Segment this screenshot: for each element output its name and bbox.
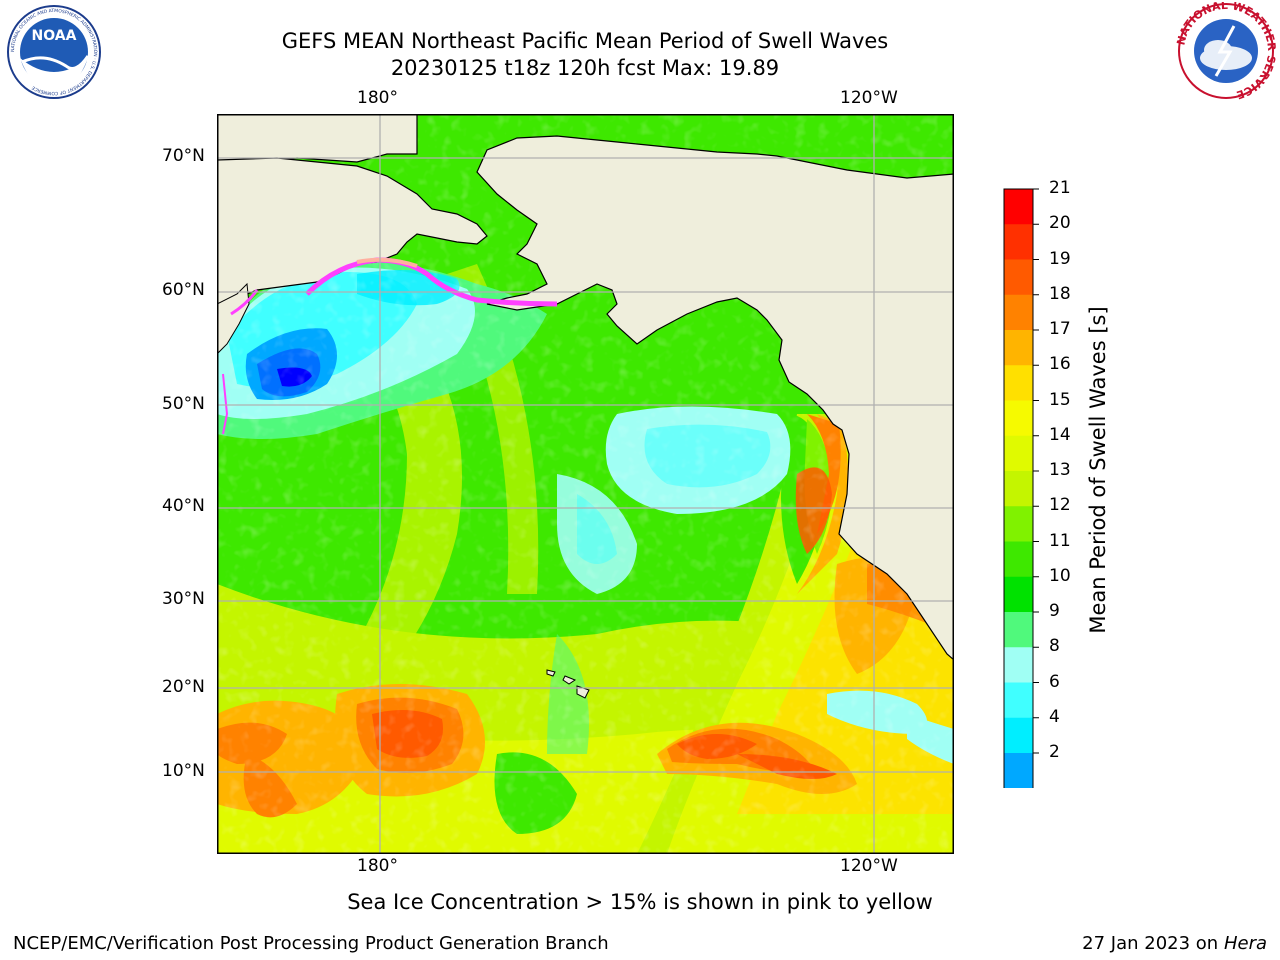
- lat-label-50n: 50°N: [162, 394, 205, 414]
- footer-credit: NCEP/EMC/Verification Post Processing Pr…: [13, 933, 609, 954]
- colorbar-segment: [1004, 471, 1033, 507]
- footer-date-text: 27 Jan 2023 on: [1082, 933, 1224, 954]
- colorbar-segment: [1004, 259, 1033, 296]
- colorbar-segment: [1004, 682, 1033, 719]
- lon-label-bottom-120w: 120°W: [840, 856, 898, 876]
- map-subtitle: 20230125 t18z 120h fcst Max: 19.89: [390, 56, 780, 80]
- lat-label-70n: 70°N: [162, 146, 205, 166]
- colorbar-tick-label: 6: [1049, 671, 1060, 692]
- colorbar-segment: [1004, 365, 1033, 401]
- colorbar-segment: [1004, 576, 1033, 613]
- colorbar-segment: [1004, 717, 1033, 754]
- colorbar-segment: [1004, 400, 1033, 437]
- colorbar-segment: [1004, 541, 1033, 578]
- colorbar-segment: [1004, 189, 1033, 225]
- colorbar-segment: [1004, 224, 1033, 260]
- colorbar-tick-label: 2: [1049, 742, 1060, 762]
- colorbar-tick-label: 13: [1049, 460, 1071, 480]
- colorbar-tick-label: 21: [1049, 178, 1071, 198]
- colorbar-label: Mean Period of Swell Waves [s]: [1086, 306, 1110, 634]
- lat-label-20n: 20°N: [162, 677, 205, 697]
- colorbar-tick-label: 11: [1049, 530, 1071, 551]
- colorbar-tick-label: 18: [1049, 283, 1071, 304]
- map-panel: [217, 114, 954, 854]
- lon-label-top-180: 180°: [357, 88, 398, 108]
- colorbar-tick-label: 15: [1049, 389, 1071, 410]
- colorbar-segment: [1004, 647, 1033, 683]
- nws-logo: NATIONAL WEATHER SERVICE: [1174, 0, 1278, 102]
- map-title: GEFS MEAN Northeast Pacific Mean Period …: [281, 29, 889, 53]
- colorbar-tick-label: 4: [1049, 706, 1060, 727]
- graticule: [217, 114, 954, 854]
- colorbar-segment: [1004, 612, 1033, 648]
- footer-host: Hera: [1223, 933, 1267, 954]
- colorbar-tick-label: 8: [1049, 636, 1060, 657]
- colorbar-tick-label: 19: [1049, 248, 1071, 269]
- colorbar: [1003, 188, 1039, 788]
- colorbar-tick-label: 10: [1049, 565, 1071, 586]
- noaa-logo: NOAA NATIONAL OCEANIC AND ATMOSPHERIC AD…: [4, 4, 104, 100]
- colorbar-tick-label: 16: [1049, 354, 1071, 375]
- colorbar-segment: [1004, 330, 1033, 366]
- north-america-land: [217, 114, 954, 661]
- lat-label-40n: 40°N: [162, 496, 205, 516]
- noaa-logo-text: NOAA: [32, 28, 77, 44]
- colorbar-tick-label: 17: [1049, 319, 1071, 339]
- colorbar-tick-label: 14: [1049, 424, 1071, 445]
- footer-date: 27 Jan 2023 on Hera: [1082, 933, 1267, 954]
- colorbar-segment: [1004, 506, 1033, 542]
- lat-label-60n: 60°N: [162, 280, 205, 300]
- lon-label-top-120w: 120°W: [840, 88, 898, 108]
- map-frame: [217, 114, 954, 854]
- colorbar-segment: [1004, 753, 1033, 788]
- colorbar-tick-label: 9: [1049, 601, 1060, 621]
- lon-label-bottom-180: 180°: [357, 856, 398, 876]
- colorbar-tick-label: 20: [1049, 213, 1071, 234]
- colorbar-segment: [1004, 294, 1033, 331]
- colorbar-tick-label: 12: [1049, 495, 1071, 516]
- colorbar-segment: [1004, 435, 1033, 472]
- lat-label-10n: 10°N: [162, 761, 205, 781]
- sea-ice-note: Sea Ice Concentration > 15% is shown in …: [347, 890, 933, 914]
- lat-label-30n: 30°N: [162, 589, 205, 609]
